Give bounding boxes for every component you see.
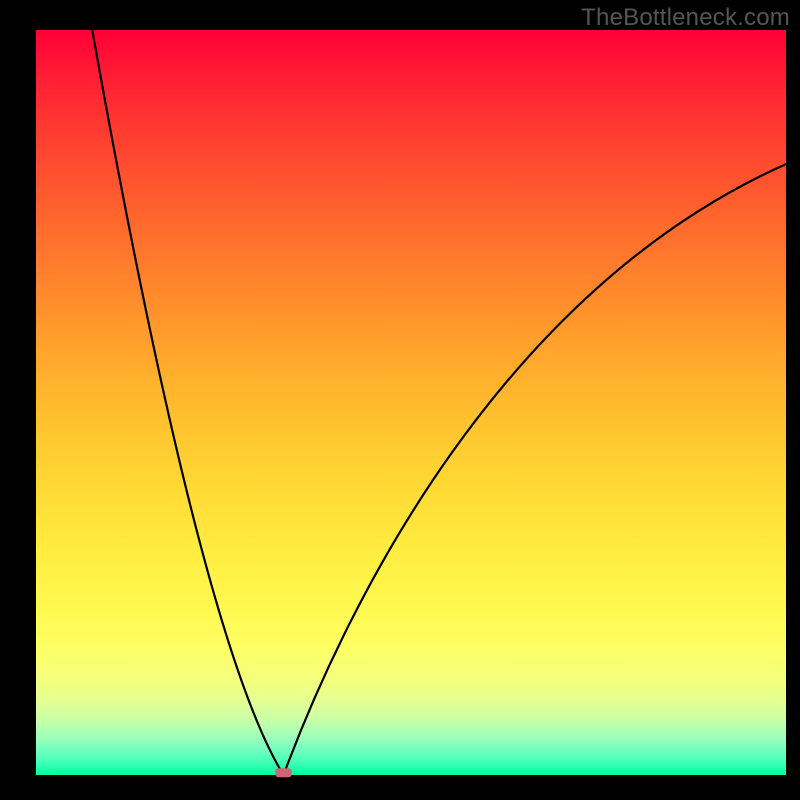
chart-container: TheBottleneck.com: [0, 0, 800, 800]
bottleneck-chart: [0, 0, 800, 800]
vertex-marker: [275, 768, 292, 777]
watermark-text: TheBottleneck.com: [581, 4, 790, 32]
plot-background: [36, 30, 786, 775]
